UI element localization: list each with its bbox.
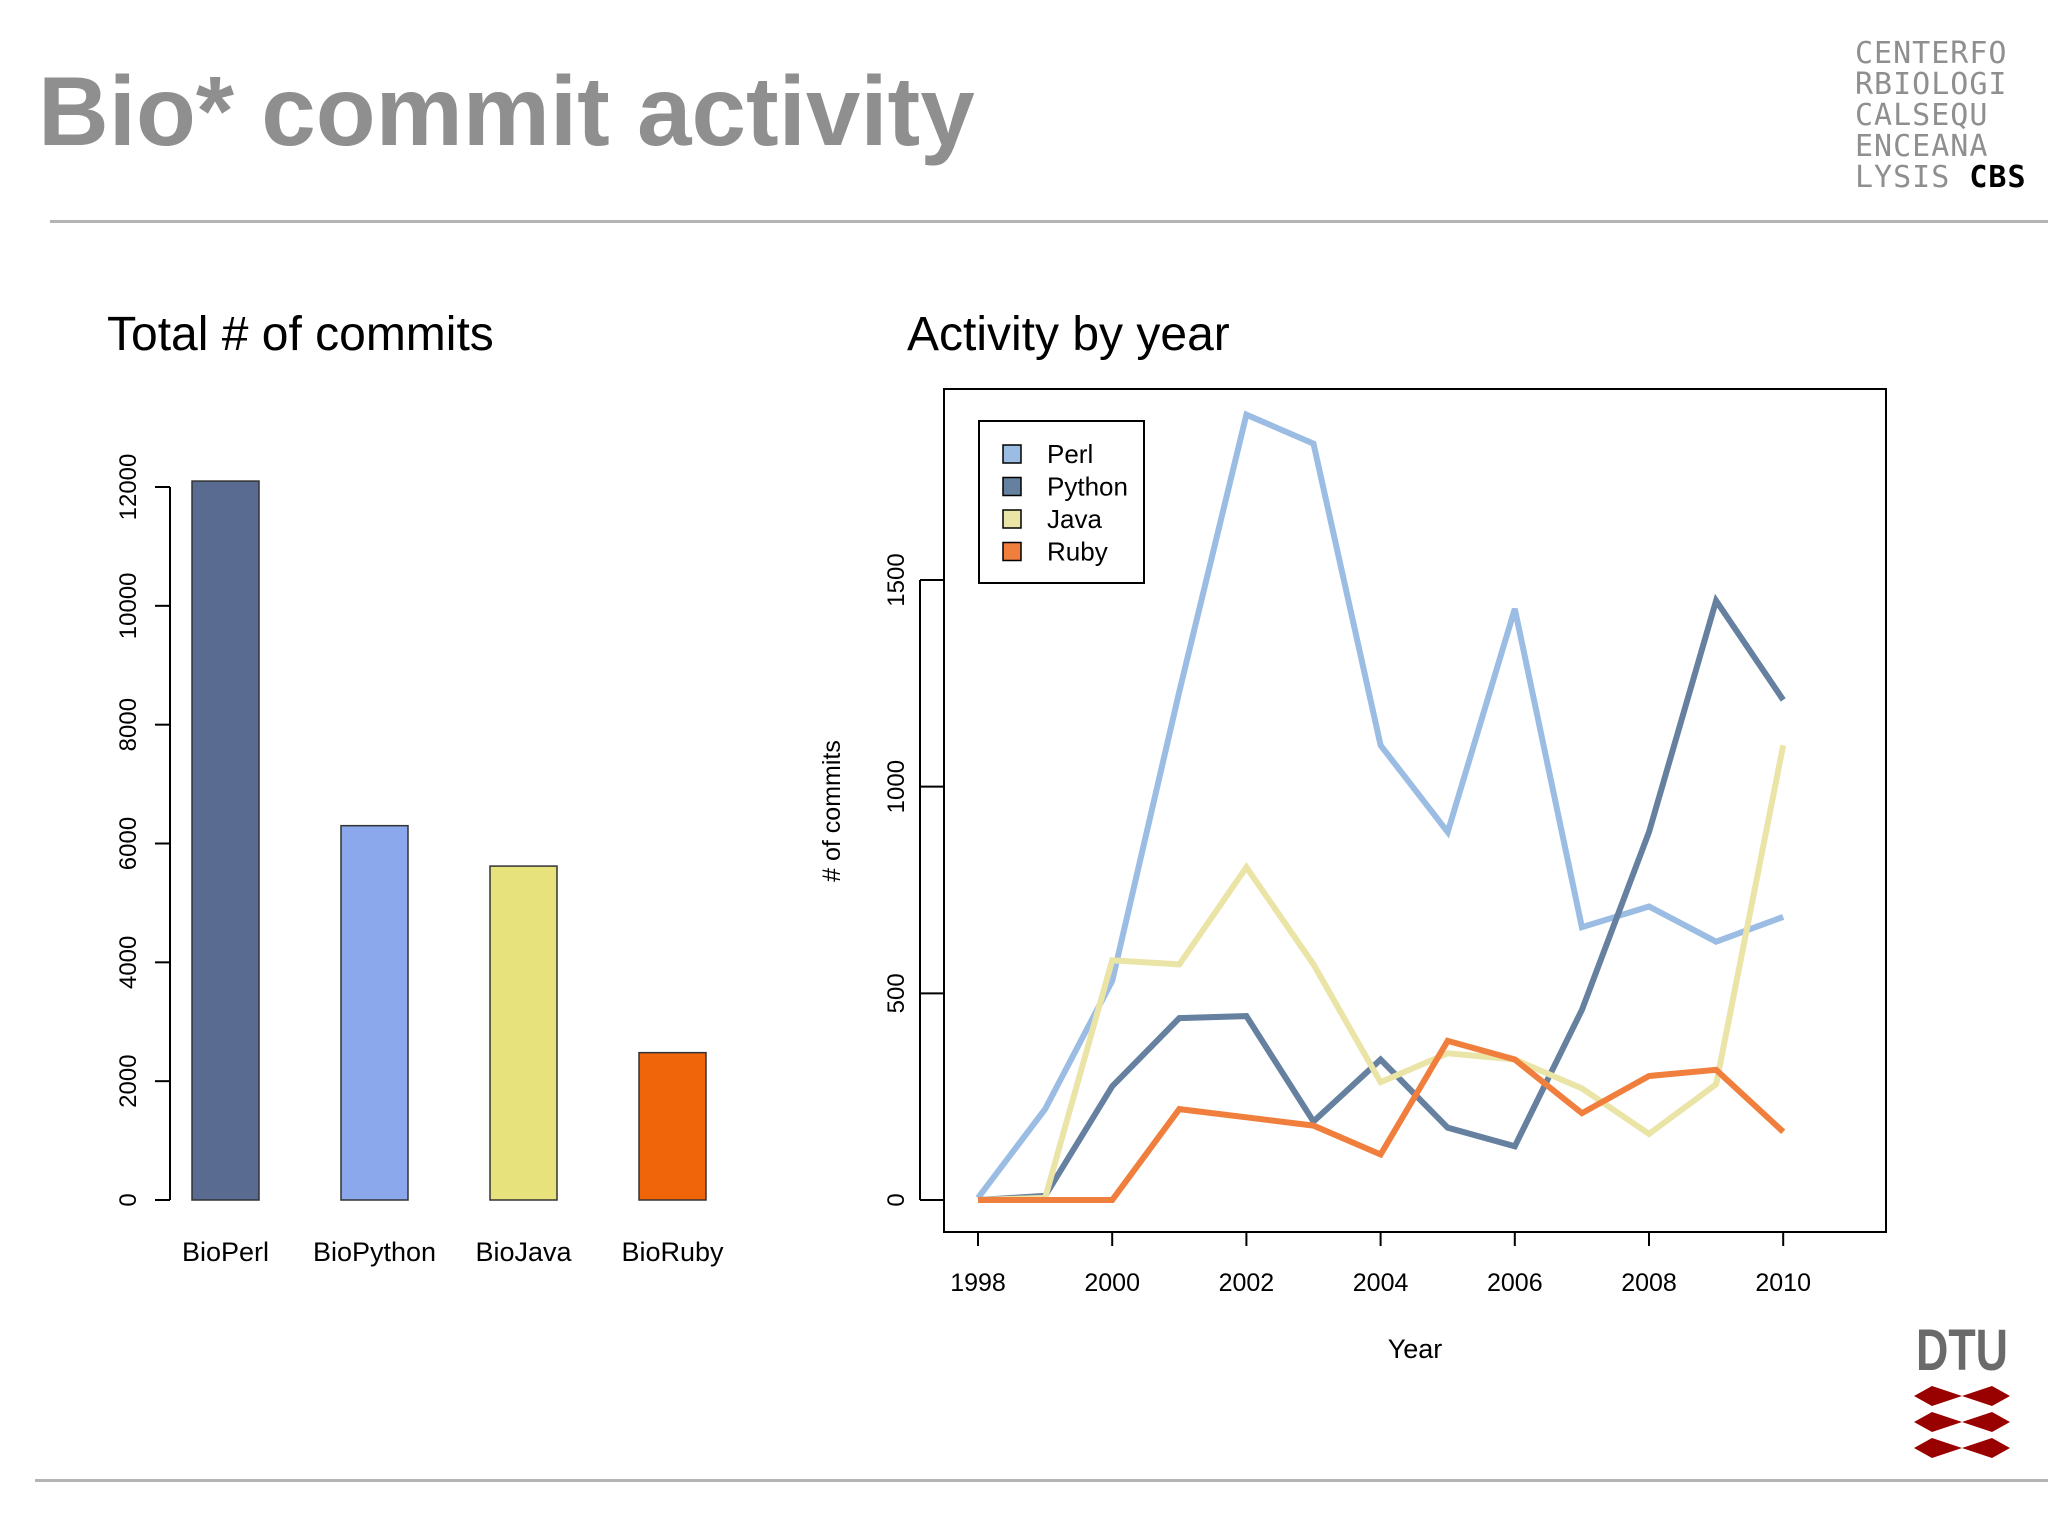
line-chart-series-java	[977, 744, 1787, 1203]
bar-chart-title: Total # of commits	[107, 308, 494, 361]
line-chart-x-tick-label: 2008	[1621, 1269, 1677, 1297]
line-chart-legend-swatch	[1002, 444, 1022, 464]
line-chart-series-perl	[975, 410, 1785, 1200]
bar-chart-category-label: BioPython	[313, 1237, 436, 1267]
bar-chart-y-tick-label: 8000	[115, 698, 142, 751]
dtu-logo-text: DTU	[1916, 1318, 2008, 1383]
line-chart-legend-label: Python	[1047, 472, 1128, 502]
cbs-logo-line-prefix: LYSIS	[1855, 160, 1970, 195]
cbs-logo-line: RBIOLOGI	[1855, 67, 2008, 102]
line-chart-x-tick-label: 2002	[1219, 1269, 1275, 1297]
bar-chart-y-tick-label: 12000	[115, 454, 142, 521]
bar-chart-bar-biojava	[489, 865, 558, 1201]
bar-chart-y-tick-label: 6000	[115, 817, 142, 870]
bar-chart-y-tick-label: 0	[115, 1193, 142, 1206]
line-chart-x-tick-label: 2000	[1084, 1269, 1140, 1297]
line-chart-y-axis: 0 500 1000 1500	[883, 553, 944, 1207]
line-chart-x-tick-label: 1998	[950, 1269, 1006, 1297]
bar-chart-bar-bioperl	[191, 480, 260, 1201]
dtu-wave-icon	[1914, 1438, 2010, 1458]
line-chart-title: Activity by year	[907, 308, 1230, 361]
dtu-logo: DTU	[1912, 1318, 2012, 1469]
line-chart-x-tick-label: 2010	[1755, 1269, 1811, 1297]
line-chart-legend-swatch	[1002, 509, 1022, 529]
cbs-logo-line: CALSEQU	[1855, 98, 1989, 133]
line-chart-series-python	[977, 593, 1786, 1203]
bar-chart-bar-biopython	[340, 824, 409, 1201]
line-chart-y-axis-label: # of commits	[818, 740, 846, 882]
bar-chart-category-labels: BioPerl BioPython BioJava BioRuby	[182, 1237, 724, 1267]
line-chart-y-tick-label: 500	[883, 973, 910, 1013]
cbs-logo-line: ENCEANA	[1855, 129, 1989, 164]
cbs-logo-acronym: CBS	[1969, 160, 2027, 195]
line-chart-series-ruby	[978, 1037, 1786, 1203]
line-chart-y-tick-label: 1500	[883, 553, 910, 606]
cbs-logo: CENTERFO RBIOLOGI CALSEQU ENCEANA LYSIS …	[1855, 36, 2026, 195]
line-chart-y-tick-label: 1000	[883, 760, 910, 813]
bar-chart-category-label: BioRuby	[621, 1237, 724, 1267]
cbs-logo-last-line: LYSIS CBS	[1855, 160, 2026, 195]
line-chart-legend-label: Ruby	[1047, 537, 1108, 567]
line-chart-series	[975, 410, 1787, 1203]
line-chart-x-axis-label: Year	[1388, 1334, 1443, 1364]
cbs-logo-line: CENTERFO	[1855, 36, 2008, 71]
bar-chart-y-tick-label: 10000	[115, 572, 142, 639]
bar-chart-y-tick-label: 4000	[115, 936, 142, 989]
line-chart-x-axis: 1998 2000 2002 2004 2006 2008 2010	[950, 1231, 1811, 1297]
line-chart-x-tick-label: 2004	[1353, 1269, 1409, 1297]
title-divider	[50, 220, 2048, 223]
line-chart-x-tick-label: 2006	[1487, 1269, 1543, 1297]
line-chart-legend-label: Java	[1047, 504, 1102, 534]
bar-chart-y-axis: 0 2000 4000 6000 8000 10000 12000	[115, 454, 171, 1207]
dtu-logo-mark: DTU	[1914, 1318, 2010, 1458]
line-chart-y-tick-label: 0	[883, 1193, 910, 1206]
line-chart-legend-swatch	[1002, 476, 1022, 497]
slide-title: Bio* commit activity	[38, 56, 975, 166]
line-chart-legend-label: Perl	[1047, 439, 1093, 469]
bar-chart-category-label: BioPerl	[182, 1237, 269, 1267]
dtu-wave-icon	[1914, 1412, 2010, 1432]
bar-chart-bars	[191, 480, 707, 1201]
footer-divider	[35, 1479, 2048, 1482]
bar-chart-y-tick-label: 2000	[115, 1054, 142, 1107]
bar-chart-category-label: BioJava	[475, 1237, 572, 1267]
dtu-wave-icon	[1914, 1386, 2010, 1406]
bar-chart-bar-bioruby	[638, 1051, 707, 1201]
line-chart-legend-swatch	[1002, 541, 1022, 562]
